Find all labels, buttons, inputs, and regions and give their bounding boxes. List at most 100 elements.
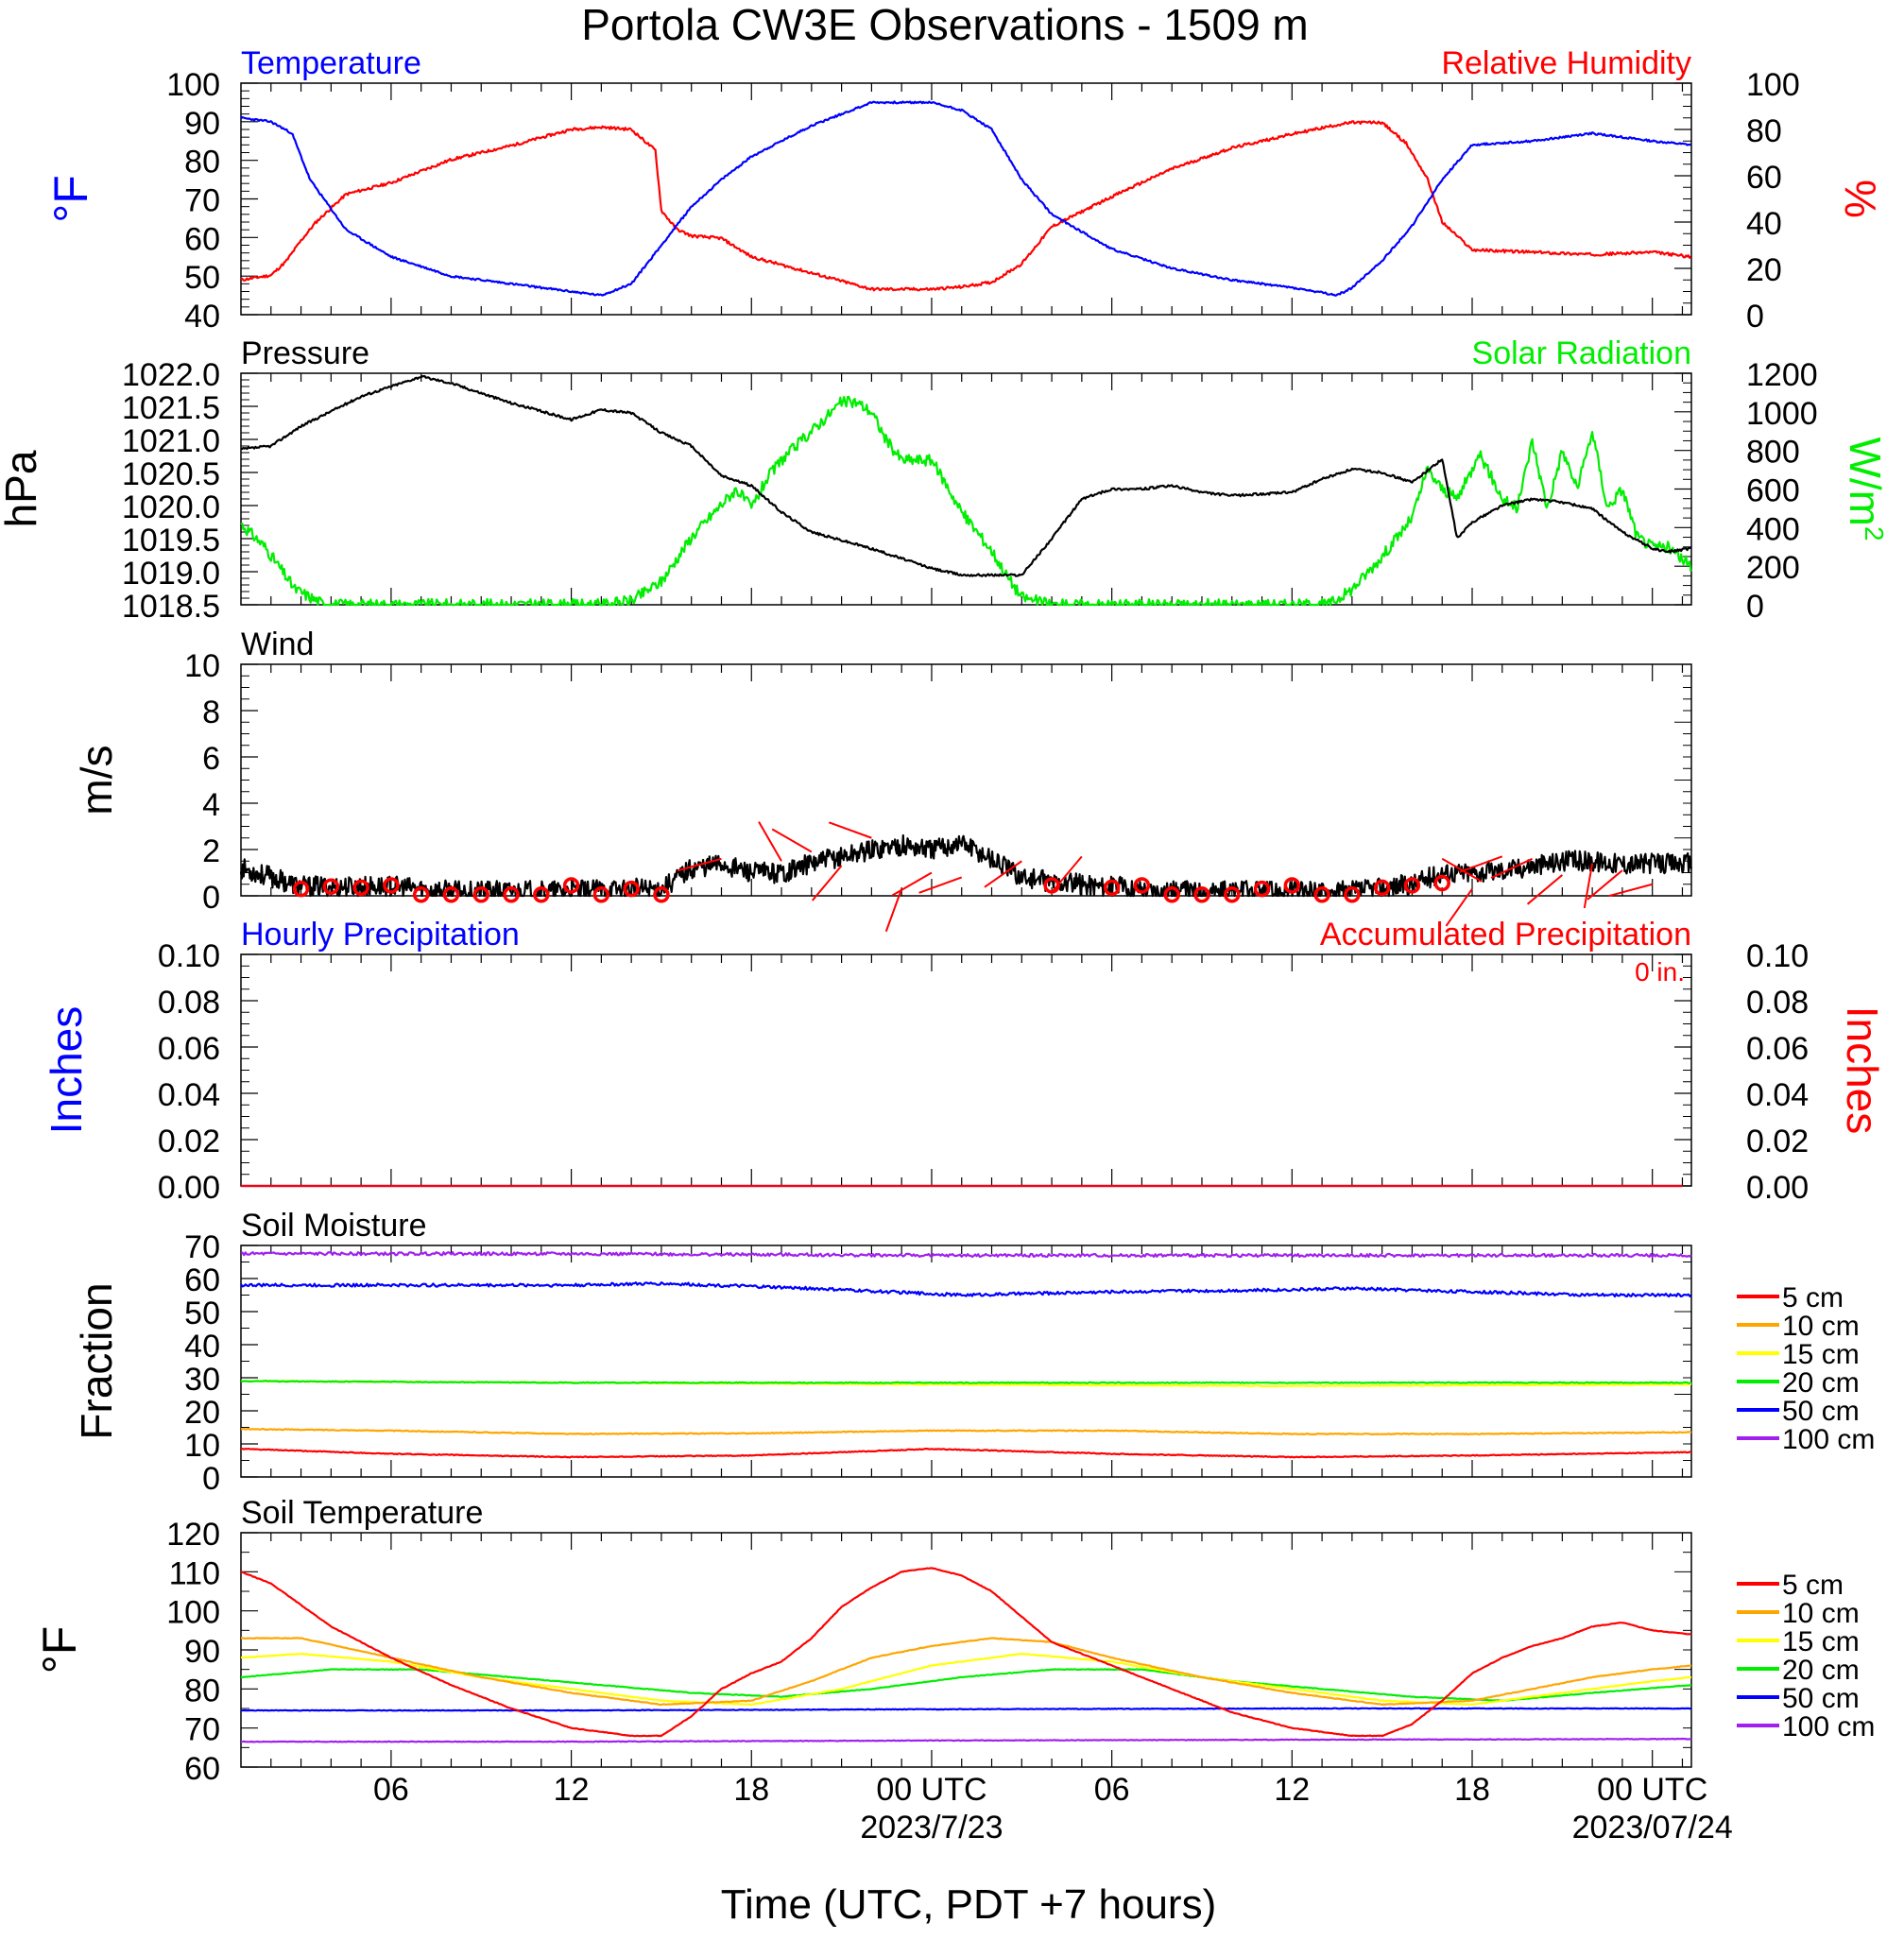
- y-tick-label: 0.02: [158, 1124, 220, 1159]
- y-tick-label: 800: [1746, 435, 1800, 471]
- wind-barb: [1583, 863, 1594, 909]
- series-10-cm: [240, 1427, 1692, 1436]
- panel-frame: [240, 953, 1692, 1187]
- wind-calm-marker: [1253, 880, 1271, 898]
- panel-title-left: Pressure: [241, 335, 369, 371]
- y-tick-label: 80: [184, 1673, 220, 1708]
- y-tick-label: 1022.0: [122, 357, 220, 393]
- series-10-cm: [240, 1637, 1691, 1707]
- wind-barb: [891, 871, 933, 897]
- panel-title-right: Relative Humidity: [1441, 45, 1691, 81]
- legend-label: 50 cm: [1782, 1396, 1860, 1427]
- legend-label: 5 cm: [1782, 1570, 1844, 1601]
- y-tick-label: 1021.0: [122, 423, 220, 459]
- panel-title-right: Accumulated Precipitation: [1320, 917, 1691, 953]
- series-5-cm: [241, 1447, 1691, 1459]
- left-unit-label: Fraction: [72, 1282, 121, 1439]
- legend-label: 15 cm: [1782, 1626, 1860, 1657]
- y-tick-label: 50: [184, 260, 220, 296]
- series-50-cm: [240, 1707, 1691, 1712]
- wind-calm-marker: [1163, 886, 1180, 903]
- y-tick-label: 200: [1746, 550, 1800, 586]
- y-tick-label: 1000: [1746, 396, 1818, 432]
- left-unit-label: m/s: [72, 745, 121, 815]
- x-tick-label: 00 UTC: [876, 1772, 986, 1808]
- wind-barb: [811, 865, 843, 901]
- wind-calm-marker: [653, 886, 670, 903]
- panel-frame: [240, 82, 1692, 316]
- right-unit-label: W/m2: [1841, 437, 1890, 541]
- y-tick-label: 40: [184, 1329, 220, 1365]
- wind-barb: [1445, 888, 1473, 927]
- left-unit-label: °F: [44, 175, 97, 223]
- legend-label: 100 cm: [1782, 1711, 1875, 1743]
- y-tick-label: 1020.5: [122, 456, 220, 492]
- series-20-cm: [240, 1668, 1692, 1702]
- x-tick-label: 12: [1274, 1772, 1310, 1808]
- legend-label: 10 cm: [1782, 1311, 1860, 1342]
- panel-title-left: Wind: [241, 627, 314, 662]
- panel-frame: [240, 663, 1692, 897]
- wind-calm-marker: [1403, 877, 1421, 894]
- panel-title-left: Soil Temperature: [241, 1495, 483, 1531]
- x-axis-label: Time (UTC, PDT +7 hours): [721, 1881, 1216, 1928]
- series-5-cm: [240, 1567, 1692, 1738]
- x-tick-label: 06: [373, 1772, 409, 1808]
- x-date-label: 2023/07/24: [1572, 1810, 1733, 1846]
- series-wind: [239, 833, 1693, 898]
- wind-barb: [771, 828, 813, 853]
- series-pressure: [241, 374, 1691, 577]
- y-tick-label: 0.10: [1746, 938, 1809, 974]
- wind-calm-marker: [472, 886, 489, 903]
- y-tick-label: 2: [202, 833, 220, 869]
- y-tick-label: 10: [184, 1428, 220, 1464]
- y-tick-label: 0.02: [1746, 1124, 1809, 1159]
- panel-title-left: Temperature: [241, 45, 421, 81]
- wind-calm-marker: [442, 886, 460, 903]
- panel-title-left: Soil Moisture: [241, 1208, 427, 1244]
- y-tick-label: 0: [1746, 589, 1764, 625]
- y-tick-label: 100: [166, 67, 220, 103]
- series-100-cm: [240, 1251, 1692, 1259]
- panel-frame: [240, 1532, 1692, 1768]
- wind-barb: [1441, 857, 1483, 883]
- y-tick-label: 60: [1746, 160, 1782, 196]
- legend-label: 10 cm: [1782, 1598, 1860, 1629]
- y-tick-label: 0: [202, 880, 220, 916]
- y-tick-label: 0.06: [158, 1031, 220, 1067]
- wind-calm-marker: [1193, 886, 1210, 903]
- y-tick-label: 30: [184, 1362, 220, 1398]
- y-tick-label: 600: [1746, 473, 1800, 509]
- wind-calm-marker: [1103, 879, 1121, 897]
- panel-frame: [240, 372, 1692, 606]
- y-tick-label: 0.08: [158, 985, 220, 1021]
- y-tick-label: 60: [184, 221, 220, 257]
- panel-pressure-solar: 1018.51019.01019.51020.01020.51021.01021…: [122, 335, 1890, 625]
- wind-calm-marker: [1133, 877, 1151, 894]
- right-unit-label: %: [1836, 180, 1885, 218]
- y-tick-label: 90: [184, 106, 220, 142]
- y-tick-label: 20: [184, 1395, 220, 1431]
- wind-calm-marker: [292, 880, 310, 898]
- y-tick-label: 8: [202, 695, 220, 730]
- y-tick-label: 80: [1746, 113, 1782, 149]
- x-tick-label: 18: [733, 1772, 769, 1808]
- wind-barb: [918, 876, 963, 894]
- wind-calm-marker: [623, 880, 640, 898]
- y-tick-label: 0: [1746, 299, 1764, 335]
- y-tick-label: 10: [184, 648, 220, 684]
- x-tick-label: 18: [1454, 1772, 1490, 1808]
- x-tick-label: 12: [554, 1772, 590, 1808]
- wind-calm-marker: [1373, 879, 1391, 897]
- wind-calm-marker: [1313, 886, 1330, 903]
- y-tick-label: 70: [184, 1712, 220, 1748]
- wind-calm-marker: [592, 886, 610, 903]
- y-tick-label: 70: [184, 1229, 220, 1265]
- wind-barb: [1526, 874, 1563, 905]
- y-tick-label: 1021.5: [122, 390, 220, 426]
- y-tick-label: 400: [1746, 511, 1800, 547]
- y-tick-label: 6: [202, 741, 220, 777]
